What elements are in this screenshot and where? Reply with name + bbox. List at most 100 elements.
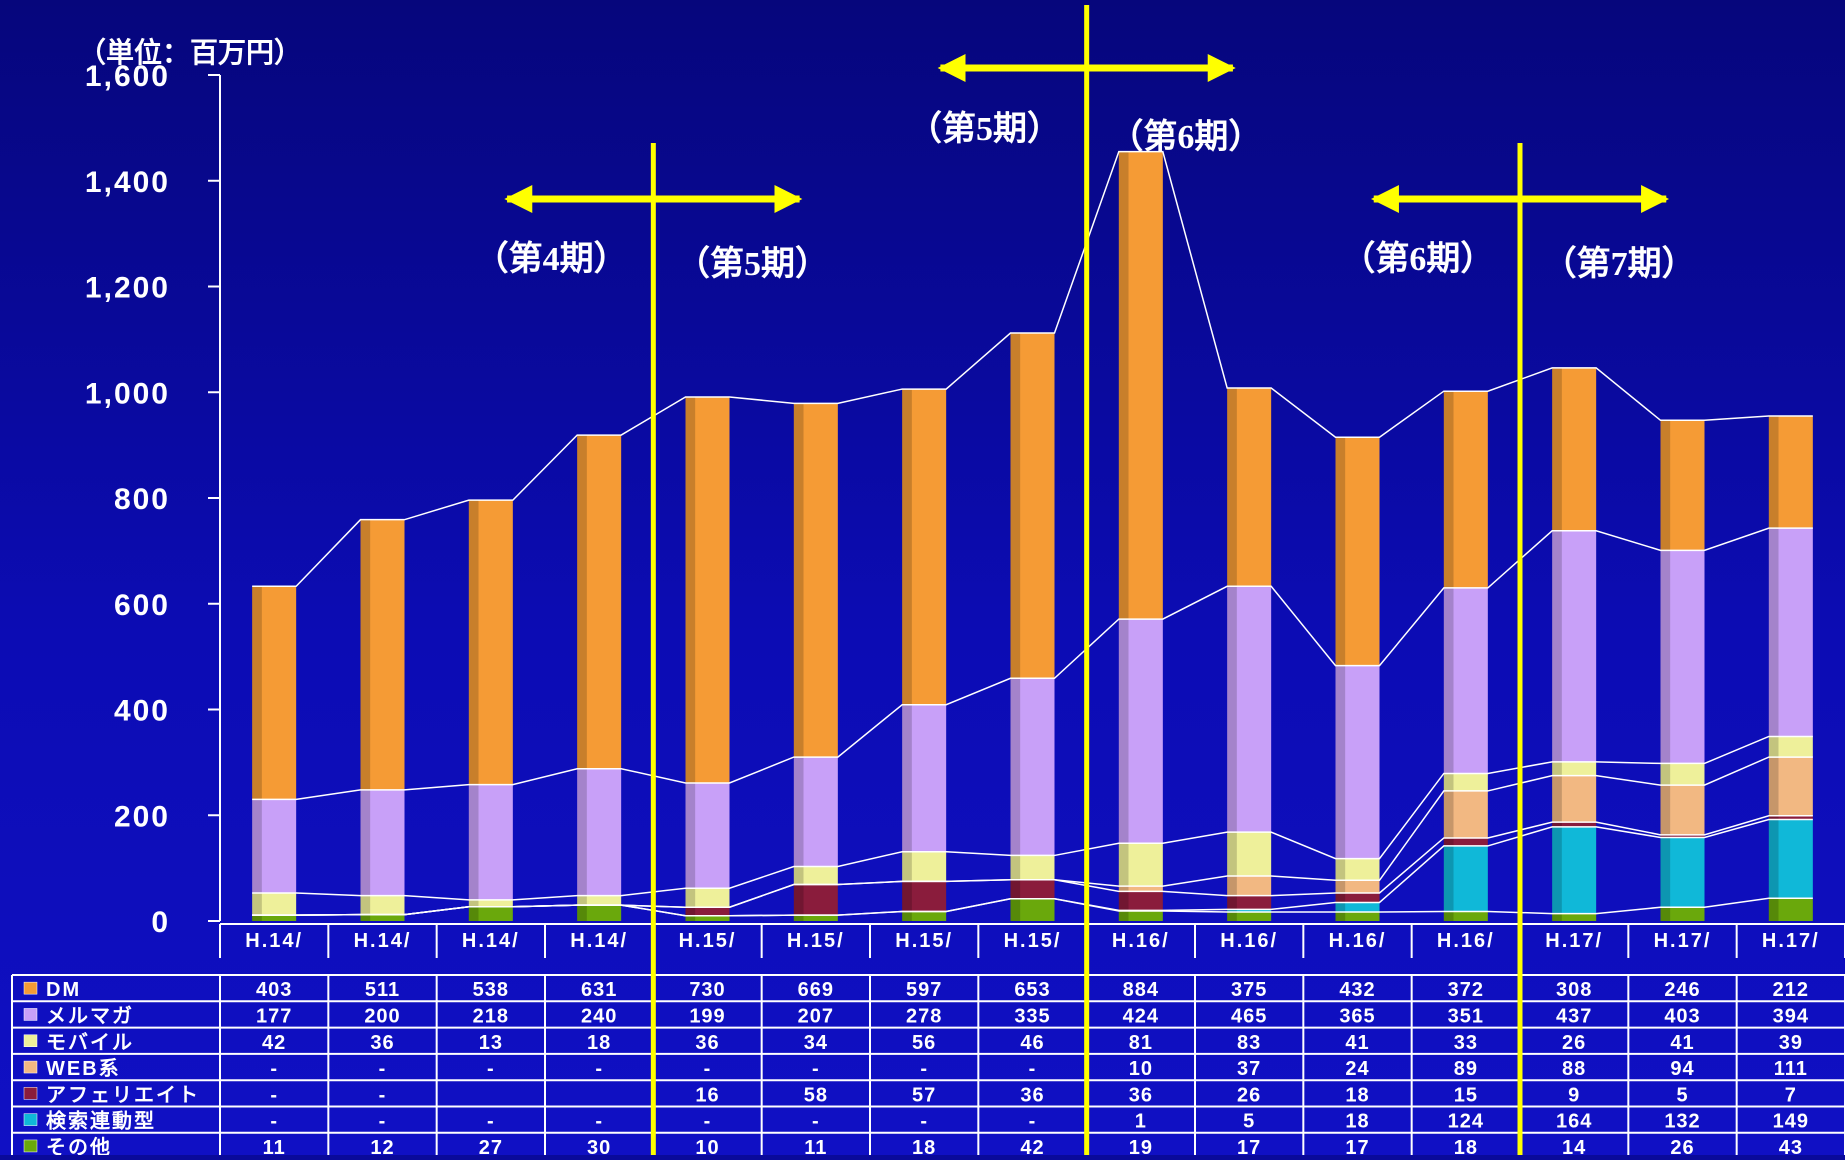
table-cell: 18	[912, 1137, 936, 1155]
bar-shade	[1118, 910, 1129, 921]
legend-swatch	[23, 1060, 38, 1074]
table-cell: 18	[1345, 1111, 1369, 1133]
table-cell: 36	[695, 1032, 719, 1054]
bar-shade	[1443, 790, 1454, 838]
bar-segment	[793, 884, 838, 916]
bar-segment	[1227, 832, 1272, 877]
bar-shade	[468, 899, 479, 907]
table-cell: 30	[587, 1137, 611, 1155]
bar-shade	[685, 888, 696, 908]
table-cell: 884	[1123, 979, 1159, 1001]
bar-shade	[1335, 912, 1346, 921]
bar-segment	[1552, 822, 1597, 827]
bar-segment	[1443, 587, 1488, 774]
bar-shade	[1552, 761, 1562, 776]
bar-shade	[1768, 736, 1779, 758]
bar-segment	[1443, 773, 1488, 791]
bar-segment	[577, 435, 622, 769]
bar-shade	[1768, 815, 1779, 820]
bar-shade	[1010, 855, 1021, 880]
bar-shade	[793, 403, 804, 758]
table-cell: 149	[1773, 1111, 1809, 1133]
bar-segment	[252, 799, 297, 893]
series-connector-line	[252, 527, 1813, 801]
bar-shade	[1552, 826, 1562, 914]
table-cell: 19	[1129, 1137, 1153, 1155]
category-label: H.16/	[1329, 930, 1387, 952]
bar-segment	[685, 888, 730, 908]
bar-segment	[1227, 912, 1272, 921]
bar-segment	[1443, 391, 1488, 588]
bar-segment	[1227, 909, 1272, 913]
legend-swatch	[23, 981, 38, 995]
y-tick-label: 1,000	[85, 377, 170, 410]
bar-shade	[1660, 834, 1671, 838]
table-cell: 88	[1562, 1058, 1586, 1080]
bar-segment	[360, 789, 405, 896]
category-label: H.15/	[679, 930, 737, 952]
bar-segment	[685, 907, 730, 916]
table-cell: 36	[1129, 1084, 1153, 1106]
category-label: H.16/	[1437, 930, 1495, 952]
bar-segment	[1768, 528, 1813, 737]
bar-shade	[1552, 913, 1562, 921]
bar-segment	[252, 892, 297, 916]
table-cell: 218	[473, 1005, 509, 1027]
bar-shade	[1335, 437, 1346, 666]
period-annotation: （第4期）	[475, 239, 628, 278]
bar-segment	[902, 911, 947, 921]
bar-shade	[1335, 858, 1346, 881]
bar-shade	[685, 907, 696, 916]
category-label: H.17/	[1654, 930, 1712, 952]
table-cell: -	[379, 1058, 387, 1080]
table-cell: 42	[1020, 1137, 1044, 1155]
bar-segment	[1660, 550, 1705, 764]
bar-segment	[1768, 898, 1813, 921]
bar-segment	[1335, 892, 1380, 903]
bar-shade	[1443, 391, 1454, 588]
legend-swatch	[23, 1113, 38, 1126]
table-cell: 14	[1562, 1137, 1586, 1155]
bar-shade	[360, 519, 371, 790]
table-cell: 538	[473, 979, 509, 1001]
y-tick-label: 200	[114, 800, 170, 833]
table-cell: 597	[906, 979, 942, 1001]
series-connector-line	[252, 150, 1813, 588]
table-cell: 16	[695, 1084, 719, 1106]
bar-segment	[1335, 665, 1380, 859]
legend-label: モバイル	[46, 1031, 134, 1054]
table-cell: 199	[689, 1005, 725, 1027]
bar-shade	[1660, 907, 1671, 921]
series-connector-line	[252, 756, 1813, 916]
table-cell: 424	[1123, 1005, 1159, 1027]
category-label: H.14/	[570, 930, 628, 952]
table-cell: 34	[804, 1032, 828, 1054]
table-cell: 43	[1779, 1137, 1803, 1155]
bar-shade	[1660, 420, 1671, 551]
bar-shade	[468, 500, 479, 785]
bar-segment	[1443, 845, 1488, 912]
table-cell: 58	[804, 1084, 828, 1106]
table-cell: 200	[364, 1005, 400, 1027]
bar-segment	[577, 905, 622, 921]
legend-label: メルマガ	[46, 1004, 134, 1027]
table-cell: 11	[804, 1137, 827, 1155]
bar-shade	[1660, 785, 1671, 835]
table-cell: 111	[1774, 1058, 1808, 1080]
table-cell: -	[1029, 1111, 1037, 1133]
bar-segment	[1118, 619, 1163, 844]
table-cell: -	[812, 1111, 820, 1133]
bar-segment	[1768, 819, 1813, 899]
category-label: H.14/	[462, 930, 520, 952]
bar-segment	[685, 915, 730, 921]
bar-segment	[793, 915, 838, 921]
legend-label: 検索連動型	[46, 1109, 156, 1133]
bar-shade	[1768, 819, 1779, 899]
table-cell: 437	[1556, 1005, 1592, 1027]
bar-segment	[1552, 761, 1597, 776]
table-cell: -	[379, 1084, 387, 1106]
table-cell: 33	[1454, 1032, 1478, 1054]
bar-shade	[252, 586, 262, 800]
bar-shade	[1660, 763, 1671, 786]
